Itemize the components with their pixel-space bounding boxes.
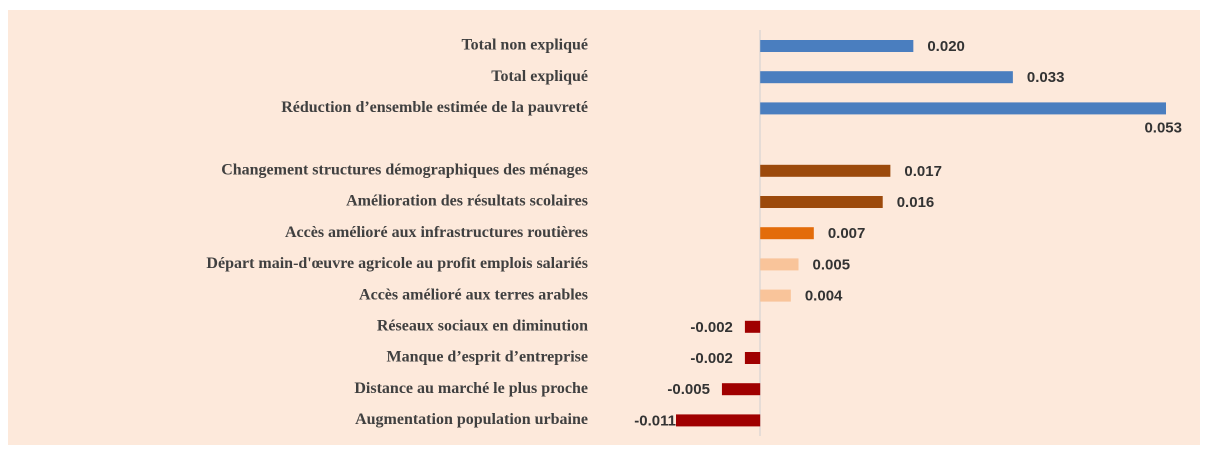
- bar: [760, 40, 914, 52]
- category-label: Réseaux sociaux en diminution: [377, 317, 588, 334]
- category-label: Réduction d’ensemble estimée de la pauvr…: [281, 99, 588, 116]
- category-label: Changement structures démographiques des…: [221, 161, 588, 178]
- category-label: Manque d’esprit d’entreprise: [387, 349, 588, 366]
- value-label: 0.005: [813, 256, 851, 273]
- value-label: -0.002: [690, 319, 733, 336]
- category-label: Accès amélioré aux terres arables: [359, 286, 588, 303]
- value-label: 0.017: [904, 163, 942, 180]
- bar: [744, 320, 761, 333]
- value-label: 0.053: [1144, 119, 1182, 136]
- bar: [760, 227, 814, 240]
- value-label: 0.004: [805, 288, 843, 305]
- category-label: Distance au marché le plus proche: [354, 380, 588, 397]
- value-label: -0.011: [634, 412, 676, 429]
- plot-background: [8, 10, 1200, 445]
- category-label: Total expliqué: [491, 68, 588, 85]
- value-label: -0.002: [690, 350, 733, 367]
- value-label: 0.007: [828, 225, 866, 242]
- value-label: -0.005: [667, 381, 710, 398]
- bar: [744, 352, 761, 364]
- bar: [721, 383, 761, 396]
- value-label: 0.020: [927, 38, 965, 55]
- bar: [676, 414, 761, 427]
- category-label: Total non expliqué: [461, 37, 588, 54]
- category-label: Accès amélioré aux infrastructures routi…: [285, 224, 588, 241]
- bar: [760, 164, 891, 177]
- bar: [760, 102, 1166, 115]
- bar: [760, 196, 883, 208]
- bar: [760, 289, 791, 302]
- category-label: Amélioration des résultats scolaires: [346, 193, 588, 210]
- category-label: Départ main-d'œuvre agricole au profit e…: [206, 255, 588, 272]
- value-label: 0.033: [1027, 69, 1065, 86]
- value-label: 0.016: [897, 194, 935, 211]
- bar: [760, 71, 1013, 84]
- bar: [760, 258, 799, 271]
- category-label: Augmentation population urbaine: [355, 411, 588, 428]
